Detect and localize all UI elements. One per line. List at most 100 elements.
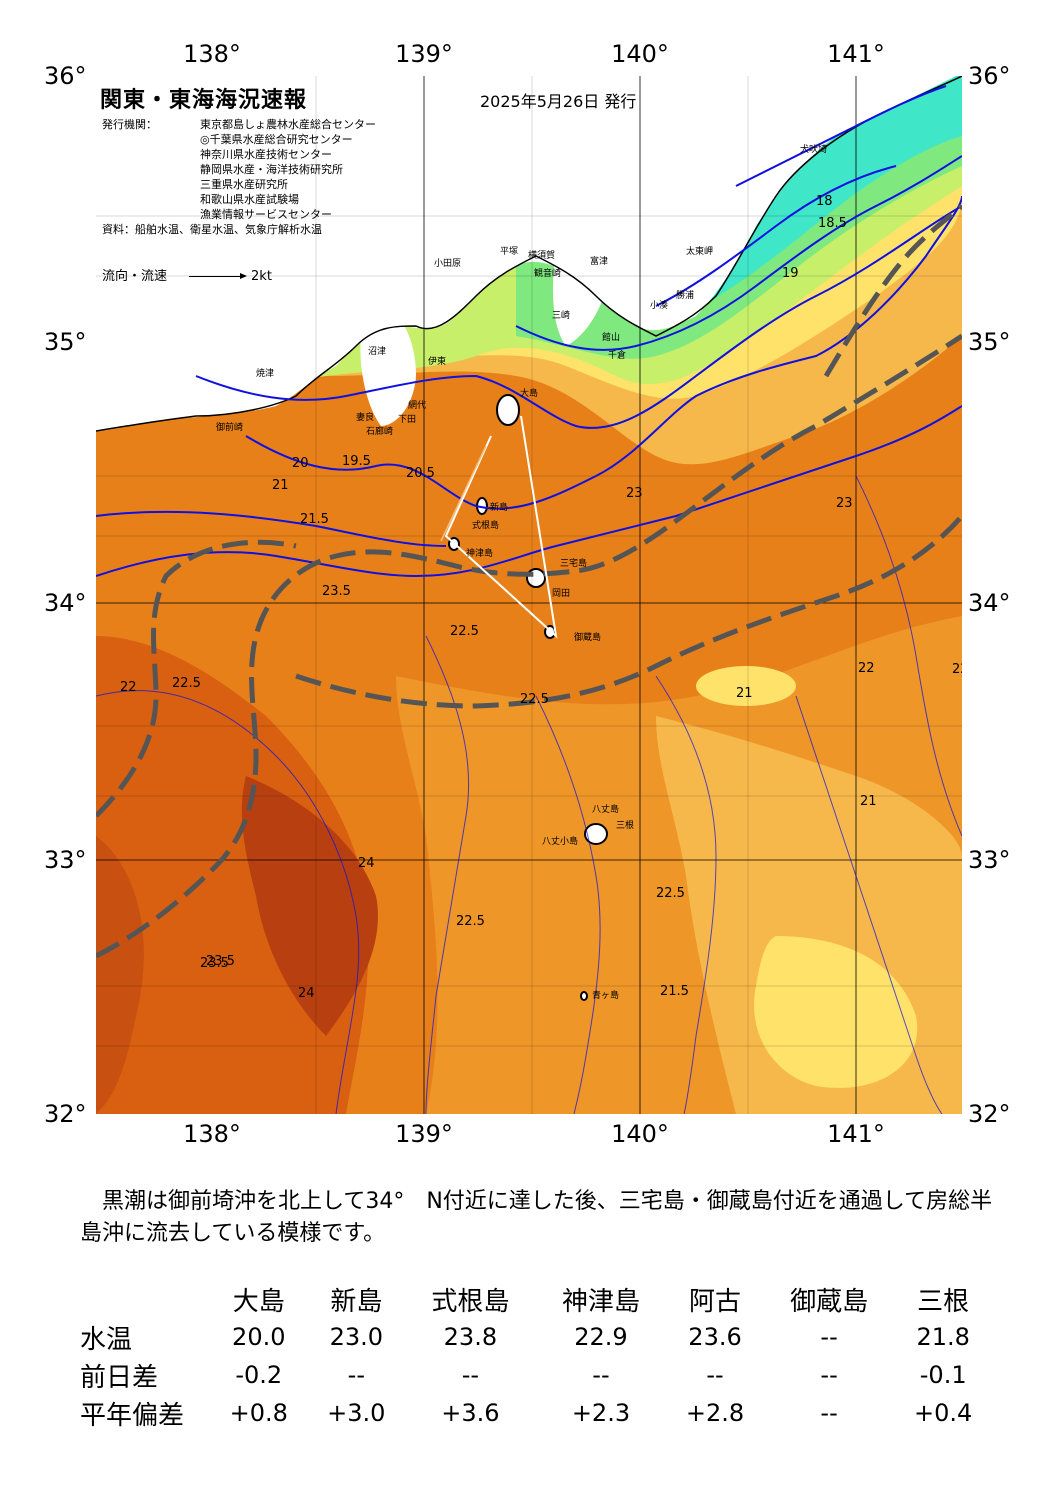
isotherm-label: 20 [292, 456, 309, 471]
issuers-label: 発行機関： [102, 118, 157, 131]
place-label: 式根島 [472, 521, 500, 531]
table-header-row: 大島 新島 式根島 神津島 阿古 御蔵島 三根 [72, 1280, 992, 1318]
isotherm-label: 24 [358, 856, 375, 871]
isotherm-label: 21 [860, 794, 877, 809]
lat-label-left: 36° [44, 62, 87, 90]
table-cell: -- [706, 1361, 724, 1389]
place-label: 焼津 [256, 369, 275, 379]
place-label: 青ヶ島 [592, 991, 620, 1001]
lat-label-right: 33° [968, 846, 1011, 874]
lat-label-left: 34° [44, 589, 87, 617]
station-header: 新島 [330, 1286, 383, 1317]
row-label: 前日差 [80, 1362, 159, 1393]
place-label: 太東岬 [686, 247, 714, 257]
flow-legend-label: 流向・流速 [102, 269, 168, 284]
isotherm-18.5 [655, 165, 897, 307]
isotherm-label: 20.5 [406, 466, 435, 481]
table-cell: 21.8 [916, 1323, 970, 1351]
isotherm-label: 22 [120, 680, 137, 695]
table-cell: 20.0 [232, 1323, 286, 1351]
place-label: 観音崎 [534, 269, 562, 279]
station-header: 三根 [917, 1286, 970, 1317]
place-label: 勝浦 [676, 291, 695, 301]
isotherm-label: 24 [298, 986, 315, 1001]
station-temperature-table: 大島 新島 式根島 神津島 阿古 御蔵島 三根 水温 20.0 23.0 23.… [72, 1280, 992, 1432]
isotherm-label: 23 [626, 486, 643, 501]
kuroshio-axis-north [823, 204, 962, 378]
lat-label-right: 36° [968, 62, 1011, 90]
issue-date: 2025年5月26日 発行 [480, 92, 637, 111]
isotherm-label: 22 [952, 662, 962, 677]
isotherm-label: 22.5 [450, 624, 479, 639]
island-miyakejima [526, 568, 546, 588]
table-cell: +0.8 [229, 1399, 288, 1427]
place-label: 千倉 [608, 351, 627, 361]
isotherm-19 [515, 155, 962, 351]
isotherm-label: 23.5 [206, 954, 235, 969]
issuer-line: 和歌山県水産試験場 [200, 193, 299, 206]
issuing-organizations: 発行機関： 東京都島しょ農林水産総合センター ◎千葉県水産総合研究センター 神奈川… [102, 117, 376, 237]
table-corner [72, 1280, 210, 1318]
isotherm-label: 19 [782, 266, 799, 281]
place-label: 大島 [520, 389, 539, 399]
place-label: 妻良 [356, 413, 375, 423]
isotherm-label: 19.5 [342, 454, 371, 469]
isotherm-label: 22.5 [520, 692, 549, 707]
place-label: 新島 [490, 503, 509, 513]
place-label: 石廊崎 [366, 427, 394, 437]
lon-label-bottom: 138° [183, 1120, 241, 1148]
place-label: 横須賀 [528, 251, 556, 261]
place-label: 小田原 [434, 259, 462, 269]
table-cell: +3.0 [327, 1399, 386, 1427]
table-cell: -0.2 [235, 1361, 283, 1389]
lon-label-bottom: 141° [827, 1120, 885, 1148]
place-label: 三宅島 [560, 559, 588, 569]
isotherm-20 [245, 195, 962, 510]
isotherm-21.5 [96, 405, 962, 578]
place-label: 三崎 [552, 311, 571, 321]
station-header: 大島 [232, 1286, 285, 1317]
table-cell: -0.1 [919, 1361, 967, 1389]
lon-label-top: 141° [827, 40, 885, 68]
isotherm-label: 21 [736, 686, 753, 701]
lat-label-left: 35° [44, 328, 87, 356]
isotherm-label: 21 [272, 478, 289, 493]
table-cell: +2.3 [571, 1399, 631, 1427]
kuroshio-axis-south [96, 333, 962, 959]
place-label: 岡田 [552, 589, 571, 599]
isotherm-label: 23.5 [322, 584, 351, 599]
table-cell: 23.0 [329, 1323, 384, 1351]
summary-text: 黒潮は御前埼沖を北上して34° N付近に達した後、三宅島・御蔵島付近を通過して房… [80, 1189, 993, 1246]
table-cell: +0.4 [914, 1399, 973, 1427]
table-cell: 23.6 [688, 1323, 742, 1351]
flow-arrow-icon [189, 273, 248, 279]
issuer-line: 三重県水産研究所 [200, 178, 288, 191]
sea-zone-21 [754, 936, 918, 1088]
isotherm-label: 22.5 [456, 914, 485, 929]
lon-label-bottom: 139° [395, 1120, 453, 1148]
lon-label-top: 140° [611, 40, 669, 68]
land-boso [553, 204, 612, 346]
lat-label-left: 32° [44, 1100, 87, 1128]
lon-label-bottom: 140° [611, 1120, 669, 1148]
table-cell: -- [592, 1361, 610, 1389]
map-canvas: 18 18.5 19 19.5 20 20.5 21 21.5 22 22.5 … [96, 76, 962, 1114]
ship-track-inner [440, 445, 487, 542]
sea-zone-24-west [96, 836, 144, 1114]
isotherm-label: 22.5 [172, 676, 201, 691]
table-cell: 23.8 [443, 1323, 498, 1351]
table-cell: 22.9 [574, 1323, 628, 1351]
issuer-line: 東京都島しょ農林水産総合センター [200, 118, 376, 131]
island-aogashima [580, 991, 588, 1001]
map-title: 関東・東海海況速報 [100, 88, 308, 113]
place-label: 犬吠埼 [800, 145, 828, 155]
isotherm-label: 22.5 [656, 886, 685, 901]
isotherm-18 [735, 85, 947, 187]
isotherm-label: 23 [836, 496, 853, 511]
isotherm-label: 23.5 [200, 956, 229, 971]
table-cell: +3.6 [441, 1399, 500, 1427]
place-label: 御前崎 [216, 423, 244, 433]
place-label: 下田 [398, 415, 417, 425]
station-header: 神津島 [561, 1286, 640, 1317]
row-label: 平年偏差 [80, 1400, 185, 1431]
